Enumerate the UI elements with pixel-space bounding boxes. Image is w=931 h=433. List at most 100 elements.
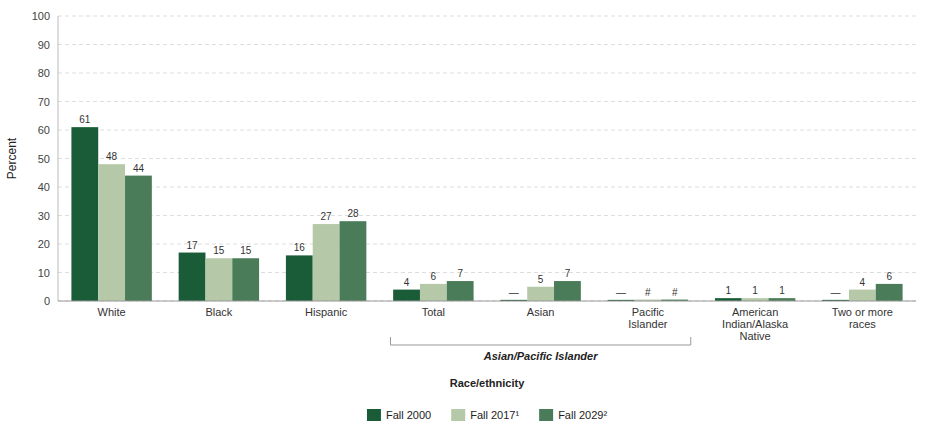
bracket-label: Asian/Pacific Islander	[483, 350, 598, 362]
data-label: 61	[79, 114, 91, 125]
grid-line	[58, 130, 916, 131]
data-label: 6	[886, 271, 892, 282]
x-tick-label-line: Indian/Alaska	[722, 318, 789, 330]
legend-item: Fall 2000	[367, 409, 431, 421]
data-label: 27	[321, 211, 333, 222]
x-tick-label-line: Hispanic	[305, 306, 348, 318]
x-axis-line	[58, 301, 916, 302]
bar	[420, 284, 447, 301]
data-label: 44	[133, 163, 145, 174]
data-label: 5	[538, 274, 544, 285]
data-label: #	[645, 287, 651, 298]
y-tick-label: 70	[38, 96, 50, 108]
x-tick-label-line: Native	[740, 330, 771, 342]
data-label: 1	[779, 285, 785, 296]
bar	[447, 281, 474, 301]
data-label: —	[616, 287, 626, 298]
x-tick-label-line: Total	[422, 306, 445, 318]
data-label: 7	[457, 268, 463, 279]
y-tick-label: 50	[38, 153, 50, 165]
x-tick-label-line: Asian	[527, 306, 555, 318]
bar	[205, 258, 232, 301]
bracket-line	[390, 345, 690, 346]
bracket: Asian/Pacific Islander	[390, 337, 690, 362]
bar	[286, 255, 313, 301]
data-label: 1	[752, 285, 758, 296]
y-axis-line	[58, 16, 59, 301]
grid-line	[58, 73, 916, 74]
legend-label: Fall 2029²	[558, 409, 607, 421]
y-tick-label: 40	[38, 181, 50, 193]
data-label: 28	[347, 208, 359, 219]
y-tick-label: 100	[32, 10, 50, 22]
data-label: 48	[106, 151, 118, 162]
legend: Fall 2000 Fall 2017¹ Fall 2029²	[367, 409, 607, 421]
bar	[313, 224, 340, 301]
data-label: 16	[294, 242, 306, 253]
y-tick-label: 10	[38, 267, 50, 279]
data-label: 1	[726, 285, 732, 296]
y-tick-label: 60	[38, 124, 50, 136]
data-label: #	[672, 287, 678, 298]
y-tick-label: 20	[38, 238, 50, 250]
bars	[71, 127, 902, 301]
data-label: 15	[213, 245, 225, 256]
bar	[125, 176, 152, 301]
bracket-tick	[390, 337, 391, 345]
bar	[527, 287, 554, 301]
x-tick-label-line: Islander	[628, 318, 667, 330]
data-label: 4	[860, 277, 866, 288]
legend-swatch	[367, 409, 381, 421]
legend-swatch	[539, 409, 553, 421]
bar	[98, 164, 125, 301]
x-tick-label-line: Black	[205, 306, 232, 318]
x-tick-label-line: Two or more	[832, 306, 893, 318]
grid-line	[58, 215, 916, 216]
x-tick-label: Total	[422, 306, 445, 318]
legend-label: Fall 2017¹	[470, 409, 519, 421]
data-labels: 6117164——1—48152765#1444152877#16	[79, 114, 892, 298]
grid-line	[58, 301, 916, 302]
y-tick-label: 80	[38, 67, 50, 79]
bar	[340, 221, 367, 301]
x-tick-label-line: Pacific	[632, 306, 665, 318]
data-label: 7	[565, 268, 571, 279]
x-tick-label: AmericanIndian/AlaskaNative	[722, 306, 789, 342]
bar	[179, 253, 206, 301]
x-tick-label-line: races	[849, 318, 876, 330]
x-tick-label: Asian	[527, 306, 555, 318]
y-axis-label: Percent	[5, 137, 19, 179]
y-tick-label: 0	[44, 295, 50, 307]
y-tick-label: 90	[38, 39, 50, 51]
bar	[554, 281, 581, 301]
grid-line	[58, 101, 916, 102]
bar	[849, 290, 876, 301]
x-tick-label-line: American	[732, 306, 778, 318]
grid-line	[58, 158, 916, 159]
chart: 0102030405060708090100Percent6117164——1—…	[0, 0, 931, 433]
grid-line	[58, 187, 916, 188]
legend-item: Fall 2017¹	[451, 409, 519, 421]
bar	[876, 284, 903, 301]
legend-label: Fall 2000	[386, 409, 431, 421]
x-tick-label: White	[98, 306, 126, 318]
data-label: —	[831, 287, 841, 298]
grid-line	[58, 16, 916, 17]
y-tick-label: 30	[38, 210, 50, 222]
bar	[71, 127, 98, 301]
data-label: —	[509, 287, 519, 298]
bar	[393, 290, 420, 301]
x-axis-label: Race/ethnicity	[450, 377, 525, 389]
x-tick-label: Two or moreraces	[832, 306, 893, 330]
x-tick-label-line: White	[98, 306, 126, 318]
grid	[58, 16, 916, 301]
data-label: 17	[187, 240, 199, 251]
bar	[232, 258, 259, 301]
x-tick-label: PacificIslander	[628, 306, 667, 330]
x-tick-label: Black	[205, 306, 232, 318]
grid-line	[58, 44, 916, 45]
legend-item: Fall 2029²	[539, 409, 607, 421]
bracket-tick	[690, 337, 691, 345]
data-label: 6	[431, 271, 437, 282]
x-tick-label: Hispanic	[305, 306, 348, 318]
